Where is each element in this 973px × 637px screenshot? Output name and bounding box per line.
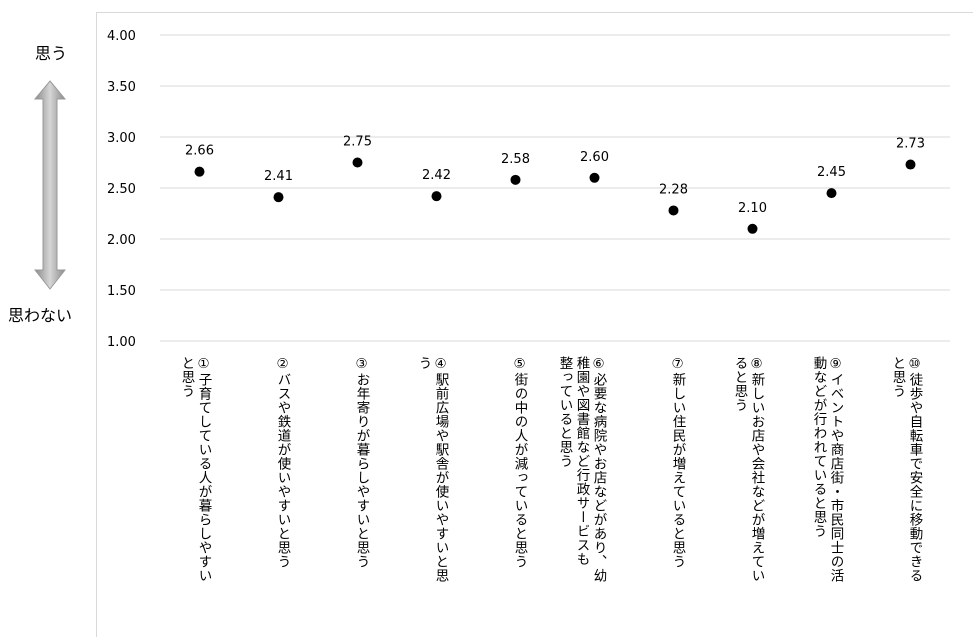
y-tick-label: 1.50 — [107, 284, 136, 299]
y-tick-label: 2.50 — [107, 182, 136, 197]
data-point — [431, 191, 442, 202]
y-tick-label: 1.00 — [107, 335, 136, 350]
data-point — [589, 172, 600, 183]
scale-high-label: 思う — [35, 44, 68, 63]
data-points — [194, 157, 916, 234]
data-value-labels: 2.66 2.41 2.75 2.42 2.58 2.60 2.28 2.10 2.45 2.73 — [185, 135, 925, 216]
data-point — [273, 192, 284, 203]
y-tick-label: 2.00 — [107, 233, 136, 248]
y-tick-label: 3.00 — [107, 131, 136, 146]
data-point — [510, 174, 521, 185]
y-tick-label: 3.50 — [107, 80, 136, 95]
category-label: ①子育てしている人が暮らしやすい と思う — [178, 356, 212, 583]
category-label: ④駅前広場や駅舎が使いやすいと思 う — [415, 356, 449, 583]
data-value-label: 2.45 — [817, 165, 846, 180]
y-axis-tick-labels: 1.00 1.50 2.00 2.50 3.00 3.50 4.00 — [107, 29, 136, 350]
data-point — [905, 159, 916, 170]
chart-frame-top — [96, 12, 973, 13]
data-point — [747, 223, 758, 234]
category-label: ⑩徒歩や自転車で安全に移動できる と思う — [889, 356, 923, 583]
data-value-label: 2.60 — [580, 150, 609, 165]
chart-frame-left — [96, 12, 97, 637]
data-value-label: 2.58 — [501, 152, 530, 167]
gridlines — [160, 34, 950, 342]
category-label: ②バスや鉄道が使いやすいと思う — [274, 356, 291, 569]
category-label: ⑥必要な病院やお店などがあり、幼 稚園や図書館など行政サービスも 整っていると思… — [556, 356, 607, 583]
data-value-label: 2.42 — [422, 168, 451, 183]
data-value-label: 2.75 — [343, 135, 372, 150]
data-point — [668, 205, 679, 216]
category-label: ⑨イベントや商店街・市民同士の活 動などが行われていると思う — [810, 356, 844, 583]
data-point — [352, 157, 363, 168]
category-label: ⑤街の中の人が減っていると思う — [511, 356, 528, 569]
data-value-label: 2.10 — [738, 201, 767, 216]
data-value-label: 2.73 — [896, 137, 925, 152]
data-point — [194, 166, 205, 177]
category-label: ⑦新しい住民が増えていると思う — [669, 356, 686, 569]
y-tick-label: 4.00 — [107, 29, 136, 44]
data-value-label: 2.41 — [264, 169, 293, 184]
double-arrow-icon — [33, 80, 67, 290]
scale-low-label: 思わない — [8, 306, 73, 325]
category-label: ⑧新しいお店や会社などが増えてい ると思う — [731, 356, 765, 583]
data-value-label: 2.66 — [185, 144, 214, 159]
category-label: ③お年寄りが暮らしやすいと思う — [353, 356, 370, 569]
data-point — [826, 188, 837, 199]
data-value-label: 2.28 — [659, 182, 688, 197]
